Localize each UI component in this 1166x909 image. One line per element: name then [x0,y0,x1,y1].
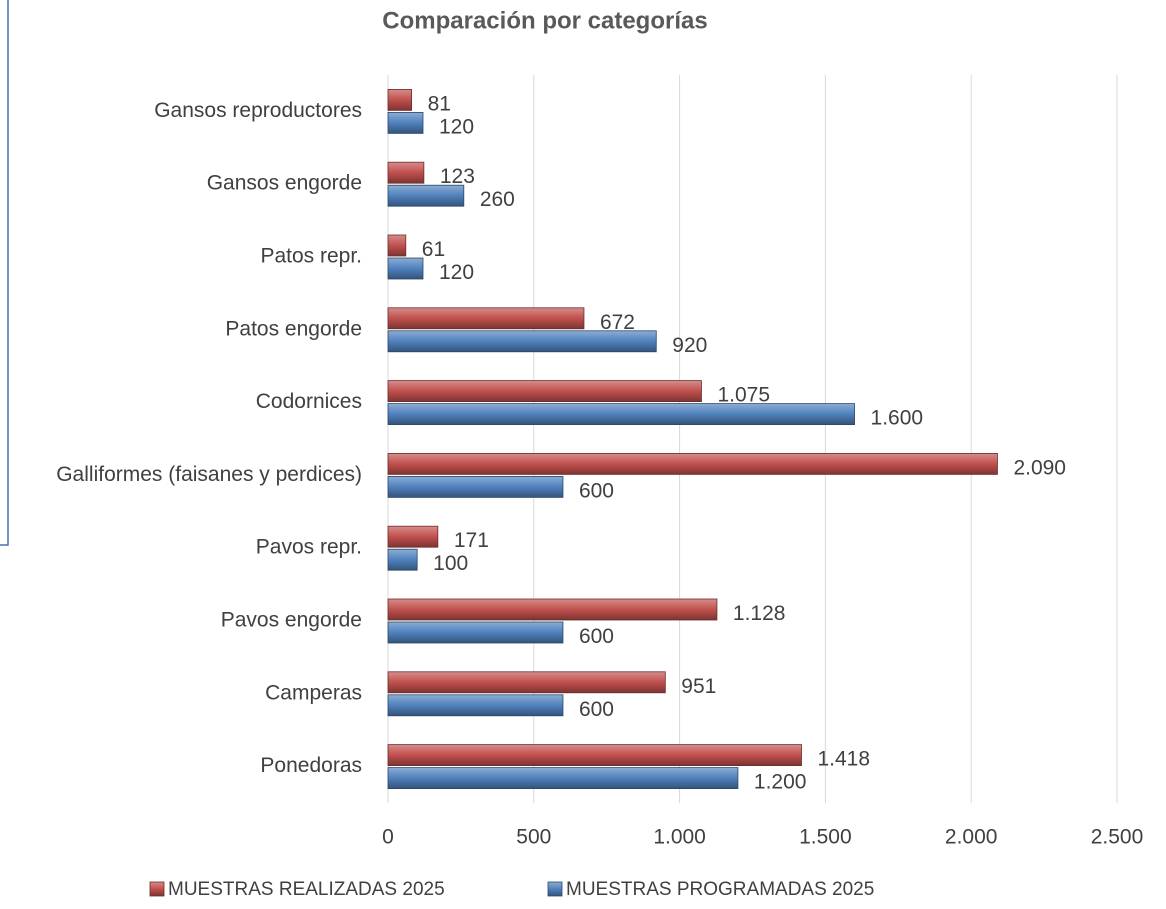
bar [387,525,439,548]
bar [387,694,564,717]
y-tick-label: Ponedoras [260,754,362,777]
data-label: 1.200 [754,771,807,794]
data-label: 100 [433,552,468,575]
x-tick-label: 2.500 [1091,826,1144,849]
y-tick-label: Gansos reproductores [154,99,362,122]
bar [387,234,407,257]
data-label: 600 [579,625,614,648]
bar [387,112,424,134]
data-label: 2.090 [1013,456,1066,479]
data-label: 1.075 [717,384,770,407]
data-label: 81 [428,92,451,115]
y-tick-label: Patos engorde [225,317,362,340]
bar [387,330,657,353]
bar [387,475,564,498]
data-label: 61 [422,238,445,261]
bar [387,452,998,475]
data-label: 123 [440,165,475,188]
y-tick-label: Gansos engorde [207,172,362,195]
frame-border [0,0,9,546]
x-tick-label: 500 [516,826,551,849]
y-tick-label: Galliformes (faisanes y perdices) [56,463,362,486]
legend-swatch [149,881,165,897]
legend-swatch [547,881,563,897]
bar [387,598,718,621]
bar [387,744,802,766]
y-tick-label: Pavos engorde [221,609,362,632]
data-label: 1.418 [817,748,870,771]
data-label: 120 [439,261,474,284]
y-tick-label: Patos repr. [260,245,362,268]
data-label: 600 [579,698,614,721]
data-label: 260 [480,188,515,211]
bar [387,671,666,694]
x-tick-label: 1.000 [653,826,706,849]
bar [387,184,465,207]
bar [387,257,424,280]
x-tick-label: 1.500 [799,826,852,849]
data-label: 120 [439,115,474,138]
bar [387,548,418,571]
legend-label: MUESTRAS PROGRAMADAS 2025 [566,879,874,900]
bar [387,89,413,111]
chart-title: Comparación por categorías [382,7,707,34]
bar [387,380,702,403]
data-label: 600 [579,479,614,502]
bar [387,767,739,789]
data-label: 1.128 [733,602,786,625]
data-label: 171 [454,529,489,552]
data-label: 1.600 [871,407,924,430]
data-label: 951 [681,675,716,698]
legend-label: MUESTRAS REALIZADAS 2025 [168,879,445,900]
y-tick-label: Codornices [256,390,362,413]
bar [387,307,585,330]
y-tick-label: Camperas [265,681,362,704]
bar [387,621,564,644]
bar [387,161,425,184]
bar [387,403,855,426]
data-label: 672 [600,311,635,334]
data-label: 920 [672,334,707,357]
x-tick-label: 0 [382,826,394,849]
x-tick-label: 2.000 [945,826,998,849]
y-tick-label: Pavos repr. [256,536,362,559]
